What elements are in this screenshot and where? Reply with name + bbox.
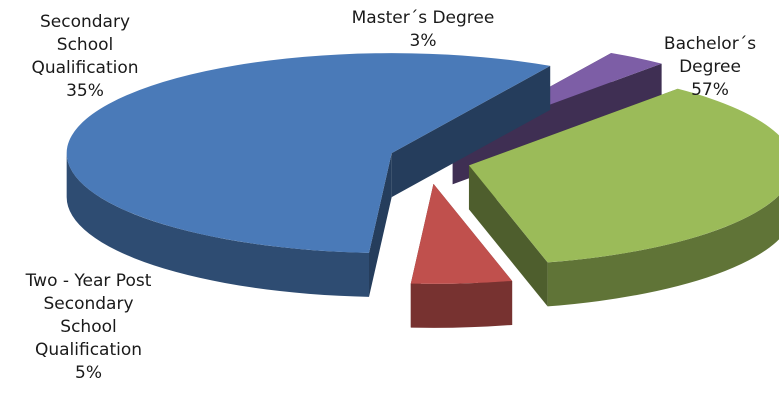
label-masters-value: 3%: [409, 31, 437, 51]
label-bachelors-line-2: Degree: [679, 57, 741, 77]
label-secondary: Secondary School Qualification 35%: [10, 11, 160, 103]
label-two-year-line-3: School: [60, 317, 117, 337]
label-masters-line-1: Master´s Degree: [351, 8, 495, 28]
slice-secondary-wall-end: [468, 165, 548, 307]
label-secondary-line-1: Secondary: [39, 12, 131, 32]
slice-secondary-top: [468, 88, 779, 263]
slice-bachelors-wall-start: [368, 153, 392, 297]
label-secondary-line-2: School: [56, 35, 114, 55]
slice-two-year-top: [410, 183, 513, 284]
slice-two-year-side-0: [410, 280, 513, 328]
label-masters: Master´s Degree 3%: [338, 7, 508, 53]
label-two-year-line-1: Two - Year Post: [25, 271, 152, 291]
slice-bachelors: [66, 53, 551, 297]
label-secondary-value: 35%: [66, 81, 104, 101]
slice-two-year: [410, 183, 513, 328]
label-bachelors: Bachelor´s Degree 57%: [655, 33, 765, 102]
label-secondary-line-3: Qualification: [31, 58, 139, 78]
label-two-year: Two - Year Post Secondary School Qualifi…: [6, 270, 171, 385]
label-two-year-line-2: Secondary: [43, 294, 134, 314]
slice-bachelors-top: [66, 53, 551, 253]
label-two-year-line-4: Qualification: [34, 340, 143, 360]
label-bachelors-line-1: Bachelor´s: [663, 34, 757, 54]
slice-secondary-side-0: [547, 195, 779, 307]
slice-bachelors-wall-end: [391, 65, 551, 198]
slice-bachelors-side-0: [66, 153, 369, 297]
label-bachelors-value: 57%: [691, 80, 729, 100]
slice-secondary: [468, 88, 779, 307]
label-two-year-value: 5%: [75, 363, 102, 383]
